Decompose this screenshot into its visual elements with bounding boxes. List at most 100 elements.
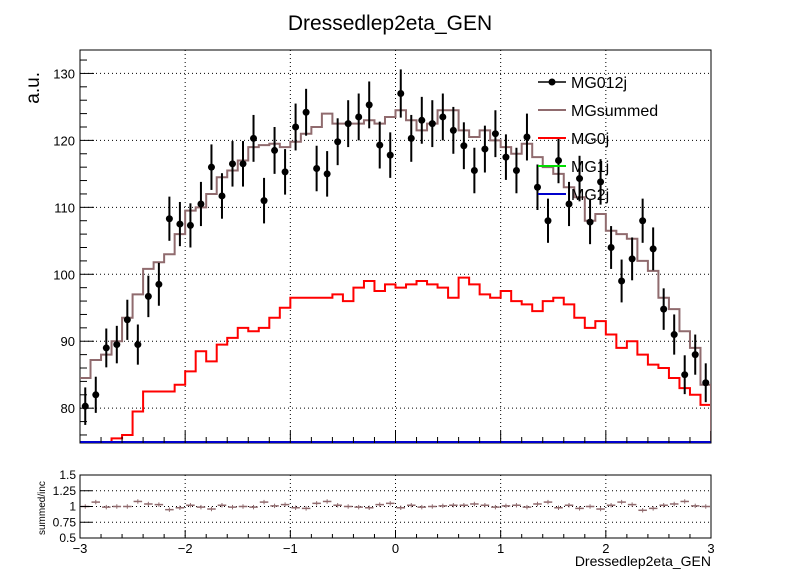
ratio-point-31	[407, 503, 416, 508]
mg012j-marker-32	[418, 116, 426, 124]
mg012j-point-34	[439, 93, 447, 141]
legend-entry-mg012j: MG012j	[538, 75, 627, 92]
ratio-point-17	[259, 499, 269, 505]
mg012j-point-25	[344, 100, 352, 148]
ratio-point-23	[322, 499, 332, 504]
ratio-point-41	[512, 503, 521, 508]
ratio-point-50	[606, 503, 616, 508]
ratio-point-55	[659, 503, 668, 508]
mg012j-marker-6	[144, 292, 152, 300]
mg012j-point-8	[165, 196, 173, 241]
mg012j-marker-24	[334, 138, 342, 146]
mg012j-marker-57	[681, 371, 689, 379]
legend-label-mg2j: MG2j	[571, 187, 609, 204]
mg012j-marker-28	[376, 141, 384, 149]
mg012j-marker-20	[292, 123, 300, 131]
mgsummed-step-line	[80, 109, 711, 443]
mg012j-point-6	[144, 275, 152, 318]
mg012j-marker-14	[228, 160, 236, 168]
y-axis-label: a.u.	[23, 72, 44, 104]
mg012j-marker-45	[555, 156, 563, 164]
mg012j-point-21	[302, 88, 310, 136]
series-mgsummed	[80, 109, 711, 443]
mg012j-point-45	[555, 137, 563, 184]
ratio-point-54	[648, 506, 658, 511]
ratio-point-4	[123, 504, 132, 509]
mg012j-point-18	[271, 126, 279, 174]
mg012j-marker-5	[134, 341, 142, 349]
ratio-point-19	[280, 502, 290, 507]
mg012j-point-20	[292, 103, 300, 151]
mg012j-marker-59	[702, 379, 710, 387]
mg012j-marker-39	[491, 130, 499, 138]
ratio-point-25	[343, 504, 353, 509]
mg012j-marker-27	[365, 101, 373, 109]
mg012j-point-49	[597, 159, 605, 205]
ratio-point-10	[186, 503, 195, 508]
ratio-point-5	[133, 499, 143, 504]
mg012j-point-7	[155, 262, 163, 306]
mg012j-point-51	[618, 259, 626, 303]
mg012j-marker-40	[502, 153, 510, 161]
mg012j-marker-8	[165, 215, 173, 223]
ratio-point-18	[270, 503, 279, 509]
ratio-point-15	[238, 504, 248, 509]
ratio-point-11	[196, 504, 206, 510]
mg012j-point-38	[481, 125, 489, 173]
mg012j-marker-13	[218, 192, 226, 200]
legend-label-mg1j: MG1j	[571, 159, 609, 176]
ratio-point-8	[165, 507, 174, 512]
legend-label-mg012j: MG012j	[571, 75, 627, 92]
mg012j-point-46	[565, 181, 573, 227]
mg012j-point-37	[470, 147, 478, 194]
mg012j-marker-17	[260, 197, 268, 205]
mg012j-point-36	[460, 122, 468, 170]
mg012j-marker-1	[92, 391, 100, 399]
mg012j-point-53	[639, 198, 647, 243]
x-tick-label-6: 3	[707, 541, 714, 556]
mg012j-marker-52	[628, 255, 636, 263]
mg012j-point-41	[512, 147, 520, 194]
ratio-point-37	[470, 501, 479, 507]
x-tick-label-2: −1	[283, 541, 298, 556]
mg012j-marker-49	[597, 178, 605, 186]
mg012j-marker-37	[470, 167, 478, 175]
mg012j-point-32	[418, 96, 426, 144]
main-ytick-label-1: 90	[61, 334, 75, 349]
mg012j-point-43	[533, 164, 541, 211]
mg012j-point-17	[260, 177, 268, 224]
mg012j-point-57	[681, 355, 689, 395]
ratio-point-3	[112, 504, 122, 509]
mg012j-point-14	[228, 141, 236, 187]
ratio-point-44	[543, 499, 553, 505]
mg012j-marker-12	[207, 163, 215, 171]
mg012j-marker-3	[113, 341, 121, 349]
ratio-point-48	[585, 504, 595, 509]
legend-entry-mgsummed: MGsummed	[538, 103, 658, 120]
ratio-point-39	[491, 504, 500, 510]
ratio-ytick-label-4: 1.5	[59, 468, 76, 482]
mg012j-point-11	[197, 181, 205, 227]
mg012j-point-9	[176, 201, 184, 247]
ratio-point-58	[690, 503, 700, 509]
mg012j-point-1	[92, 376, 100, 413]
ratio-point-43	[533, 501, 542, 507]
mg012j-point-44	[544, 198, 552, 243]
mg012j-point-30	[397, 69, 405, 118]
main-y-ticks: 80 90 100 110 120 130	[53, 59, 94, 436]
mg012j-point-47	[576, 155, 584, 202]
ratio-point-35	[449, 503, 458, 508]
mg012j-point-50	[607, 226, 615, 269]
mg012j-marker-42	[523, 133, 531, 141]
mg012j-point-26	[355, 93, 363, 141]
ratio-point-7	[154, 502, 164, 507]
mg012j-point-31	[407, 114, 415, 162]
mg012j-point-33	[428, 100, 436, 148]
mg012j-marker-47	[576, 175, 584, 183]
ratio-point-21	[301, 506, 311, 511]
ratio-point-56	[669, 501, 679, 507]
ratio-point-38	[480, 503, 490, 508]
mg012j-point-22	[313, 145, 321, 192]
